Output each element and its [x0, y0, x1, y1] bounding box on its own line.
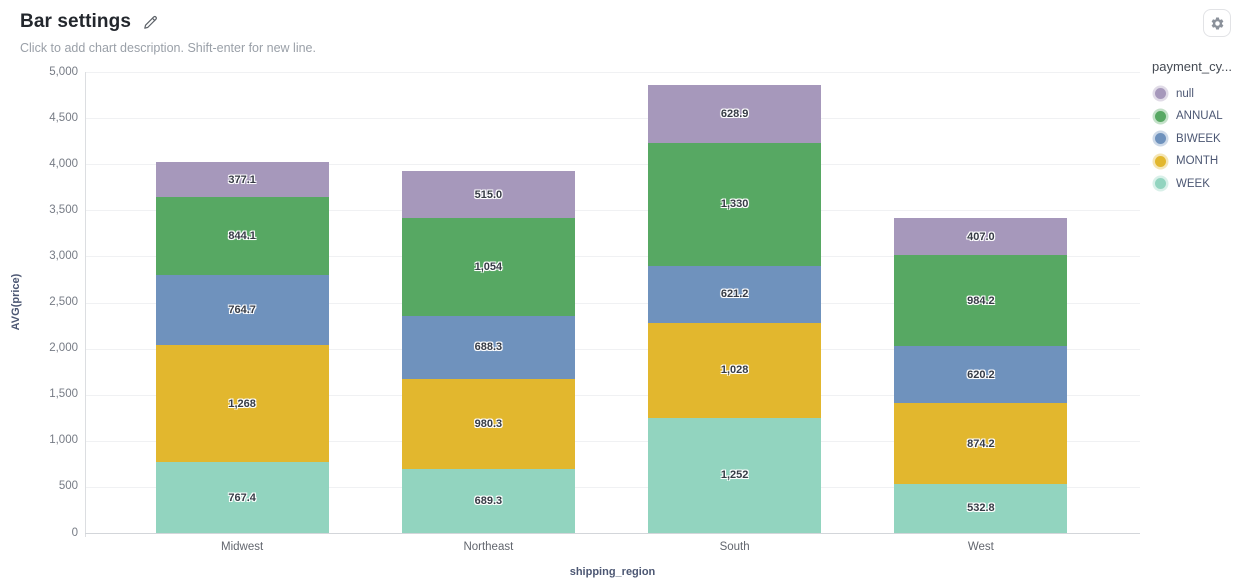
- y-tick-label: 4,000: [49, 157, 78, 170]
- x-tick-label: South: [719, 541, 750, 553]
- chart-description-placeholder[interactable]: Click to add chart description. Shift-en…: [20, 41, 316, 55]
- gridline: [85, 72, 1140, 73]
- legend-item-label: BIWEEK: [1176, 132, 1221, 145]
- x-tick-label: Northeast: [463, 541, 514, 553]
- x-axis-title: shipping_region: [569, 566, 656, 578]
- legend-swatch: [1155, 88, 1166, 99]
- bar-segment-west-month[interactable]: [894, 403, 1068, 484]
- gridline: [85, 210, 1140, 212]
- legend-item-null[interactable]: null: [1152, 87, 1244, 100]
- bar-segment-west-biweek[interactable]: [894, 346, 1068, 404]
- legend-item-annual[interactable]: ANNUAL: [1152, 110, 1244, 123]
- gridline: [85, 302, 1140, 304]
- bar-segment-south-null[interactable]: [648, 84, 822, 143]
- legend-swatch: [1155, 110, 1166, 122]
- bar-segment-west-week[interactable]: [894, 483, 1068, 533]
- gridline: [85, 394, 1140, 396]
- bar-segment-west-annual[interactable]: [894, 255, 1068, 347]
- gridline: [85, 440, 1140, 442]
- legend-item-label: WEEK: [1176, 177, 1210, 190]
- bar-segment-northeast-month[interactable]: [401, 379, 575, 470]
- legend-item-label: MONTH: [1176, 155, 1219, 167]
- bar-segment-northeast-annual[interactable]: [401, 218, 575, 316]
- legend-item-week[interactable]: WEEK: [1152, 177, 1244, 190]
- chart-title[interactable]: Bar settings: [20, 11, 132, 32]
- header: Bar settings: [20, 11, 159, 33]
- y-tick-label: 4,500: [49, 111, 78, 124]
- y-tick-label: 1,500: [49, 388, 78, 401]
- settings-button[interactable]: [1203, 9, 1231, 37]
- bar-segment-northeast-week[interactable]: [401, 469, 575, 533]
- legend-title: payment_cy...: [1152, 59, 1232, 74]
- legend: payment_cy... null ANNUAL BIWEEK MONTH WEEK: [1152, 59, 1244, 200]
- bar-segment-midwest-null[interactable]: [155, 162, 329, 197]
- legend-swatch: [1155, 155, 1166, 167]
- legend-item-month[interactable]: MONTH: [1152, 155, 1244, 168]
- legend-swatch: [1155, 133, 1166, 144]
- y-tick-label: 1,000: [49, 434, 78, 447]
- gear-icon: [1210, 16, 1225, 31]
- bar-segment-northeast-biweek[interactable]: [401, 315, 575, 380]
- bar-segment-south-biweek[interactable]: [648, 265, 822, 323]
- x-axis-line: [85, 533, 1140, 534]
- y-tick-label: 3,500: [49, 203, 78, 216]
- x-tick-label: West: [967, 541, 994, 553]
- bar-segment-south-week[interactable]: [648, 417, 822, 533]
- gridline: [85, 256, 1140, 258]
- bar-segment-south-month[interactable]: [648, 322, 822, 418]
- x-tick-label: Midwest: [221, 541, 264, 553]
- legend-item-label: null: [1176, 87, 1194, 100]
- pencil-icon[interactable]: [142, 14, 159, 31]
- gridline: [85, 486, 1140, 488]
- bar-segment-midwest-month[interactable]: [155, 345, 329, 463]
- y-axis-line: [85, 72, 86, 537]
- y-tick-label: 5,000: [49, 65, 78, 78]
- bar-segment-south-annual[interactable]: [648, 142, 822, 266]
- y-tick-label: 2,000: [49, 342, 78, 355]
- legend-swatch: [1155, 178, 1166, 189]
- bar-segment-west-null[interactable]: [894, 217, 1068, 256]
- legend-item-biweek[interactable]: BIWEEK: [1152, 132, 1244, 145]
- gridline: [85, 348, 1140, 350]
- y-tick-label: 2,500: [49, 296, 78, 308]
- legend-item-label: ANNUAL: [1176, 110, 1223, 122]
- bar-segment-midwest-week[interactable]: [155, 462, 329, 533]
- legend-items: null ANNUAL BIWEEK MONTH WEEK: [1152, 87, 1244, 190]
- y-tick-label: 0: [71, 526, 78, 539]
- y-tick-label: 500: [58, 480, 78, 493]
- bar-segment-midwest-annual[interactable]: [155, 197, 329, 275]
- y-tick-label: 3,000: [49, 249, 78, 262]
- bar-segment-midwest-biweek[interactable]: [155, 274, 329, 346]
- bar-segment-northeast-null[interactable]: [401, 170, 575, 219]
- gridline: [85, 164, 1140, 166]
- gridline: [85, 118, 1140, 120]
